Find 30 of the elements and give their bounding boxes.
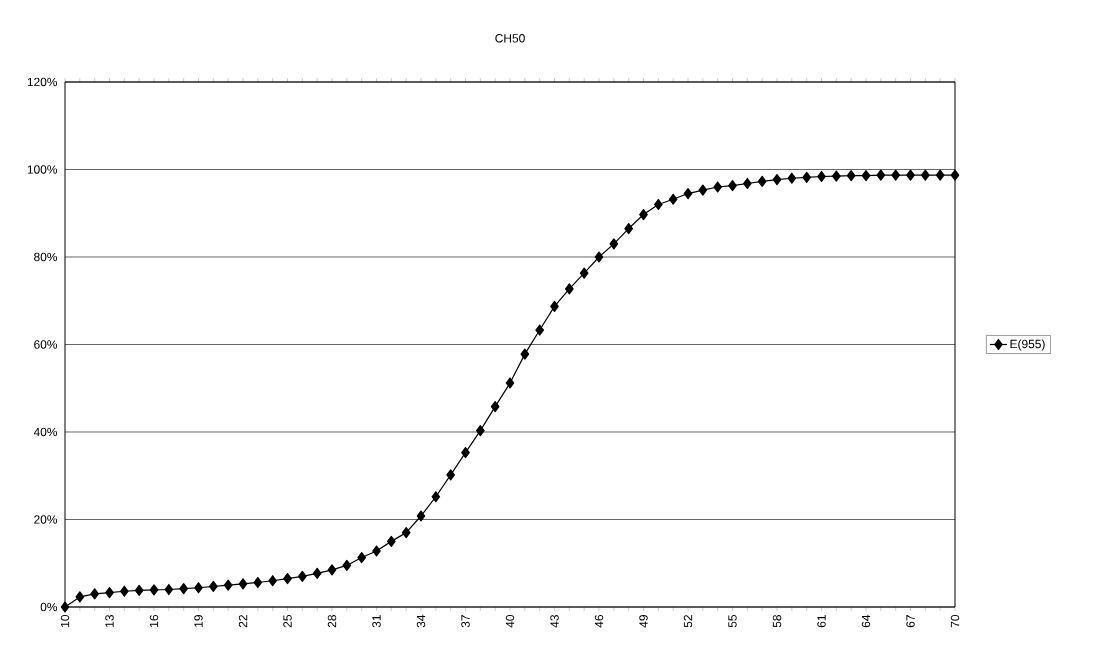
x-tick-label: 37 <box>461 615 470 628</box>
y-tick-label: 100% <box>27 165 58 174</box>
x-tick-label: 34 <box>416 614 426 628</box>
y-tick-label: 0% <box>40 602 58 612</box>
y-tick-label: 120% <box>27 77 58 87</box>
x-tick-label: 22 <box>238 615 248 628</box>
x-tick-label: 64 <box>861 614 871 628</box>
x-tick-label: 31 <box>372 615 381 628</box>
legend-label: E(955) <box>1010 339 1045 351</box>
x-tick-label: 10 <box>60 614 70 627</box>
x-tick-label: 67 <box>906 615 915 628</box>
y-tick-label: 60% <box>34 340 58 349</box>
x-tick-label: 52 <box>683 615 693 628</box>
x-tick-label: 40 <box>505 614 515 628</box>
x-tick-label: 61 <box>817 615 826 628</box>
y-tick-label: 80% <box>34 252 58 262</box>
x-tick-label: 46 <box>594 615 604 628</box>
x-tick-label: 58 <box>772 615 782 628</box>
x-tick-label: 16 <box>149 615 159 627</box>
x-tick-label: 19 <box>194 615 203 627</box>
chart-title: CH50 <box>495 34 525 43</box>
x-tick-label: 13 <box>105 615 114 627</box>
y-tick-label: 20% <box>34 515 58 524</box>
x-tick-label: 25 <box>283 615 292 628</box>
x-tick-label: 43 <box>550 615 559 628</box>
x-tick-label: 55 <box>728 615 737 628</box>
x-tick-label: 28 <box>327 615 337 628</box>
y-tick-label: 40% <box>33 427 58 437</box>
x-tick-label: 70 <box>950 614 960 628</box>
x-tick-label: 49 <box>639 615 648 628</box>
